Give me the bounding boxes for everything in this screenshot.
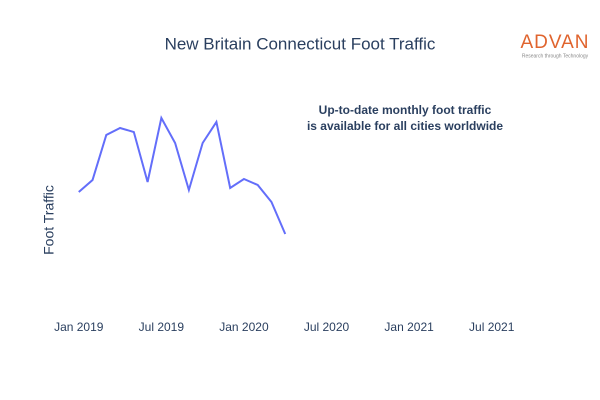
- annotation: is available for all cities worldwide: [307, 119, 503, 133]
- logo-tagline: Research through Technology: [522, 53, 589, 59]
- logo: ADVAN: [520, 32, 589, 53]
- x-tick-label: Jan 2020: [219, 320, 269, 334]
- x-tick-label: Jul 2021: [469, 320, 515, 334]
- x-tick-label: Jan 2021: [384, 320, 434, 334]
- annotation: Up-to-date monthly foot traffic: [319, 103, 492, 117]
- y-axis-title: Foot Traffic: [41, 185, 57, 255]
- x-tick-label: Jan 2019: [54, 320, 104, 334]
- x-tick-label: Jul 2019: [139, 320, 185, 334]
- chart-title: New Britain Connecticut Foot Traffic: [165, 34, 436, 53]
- line: [78, 115, 287, 235]
- x-tick-label: Jul 2020: [304, 320, 350, 334]
